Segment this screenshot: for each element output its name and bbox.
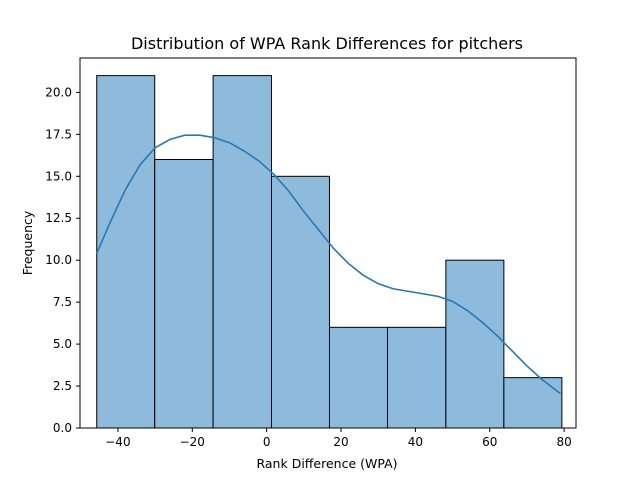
y-tick-label: 5.0 bbox=[53, 337, 72, 351]
x-tick-label: 60 bbox=[482, 435, 497, 449]
y-tick-label: 17.5 bbox=[45, 127, 72, 141]
x-tick-label: −40 bbox=[105, 435, 130, 449]
y-tick-label: 12.5 bbox=[45, 211, 72, 225]
y-axis-ticks: 0.0 2.5 5.0 7.5 10.0 12.5 15.0 17.5 20.0 bbox=[45, 85, 80, 435]
bar-2 bbox=[212, 75, 272, 429]
bar-3 bbox=[270, 175, 330, 429]
bar-4 bbox=[328, 326, 388, 429]
y-tick-label: 15.0 bbox=[45, 169, 72, 183]
x-axis-ticks: −40 −20 0 20 40 60 80 bbox=[105, 428, 572, 449]
bars-group bbox=[96, 75, 563, 429]
chart-title: Distribution of WPA Rank Differences for… bbox=[131, 34, 523, 53]
bar-5 bbox=[386, 326, 447, 429]
x-tick-label: −20 bbox=[180, 435, 205, 449]
x-tick-label: 0 bbox=[263, 435, 271, 449]
y-tick-label: 10.0 bbox=[45, 253, 72, 267]
x-tick-label: 20 bbox=[333, 435, 348, 449]
bar-7 bbox=[503, 377, 563, 429]
x-tick-label: 40 bbox=[408, 435, 423, 449]
bar-0 bbox=[96, 75, 156, 429]
x-tick-label: 80 bbox=[556, 435, 571, 449]
x-axis-label: Rank Difference (WPA) bbox=[256, 456, 397, 471]
y-axis-label: Frequency bbox=[20, 210, 35, 275]
y-tick-label: 20.0 bbox=[45, 85, 72, 99]
plot-frame bbox=[79, 57, 577, 429]
bar-1 bbox=[154, 159, 214, 429]
y-tick-label: 7.5 bbox=[53, 295, 72, 309]
y-tick-label: 0.0 bbox=[53, 421, 72, 435]
kde-curve bbox=[95, 134, 561, 395]
bar-6 bbox=[445, 259, 505, 429]
y-tick-label: 2.5 bbox=[53, 379, 72, 393]
